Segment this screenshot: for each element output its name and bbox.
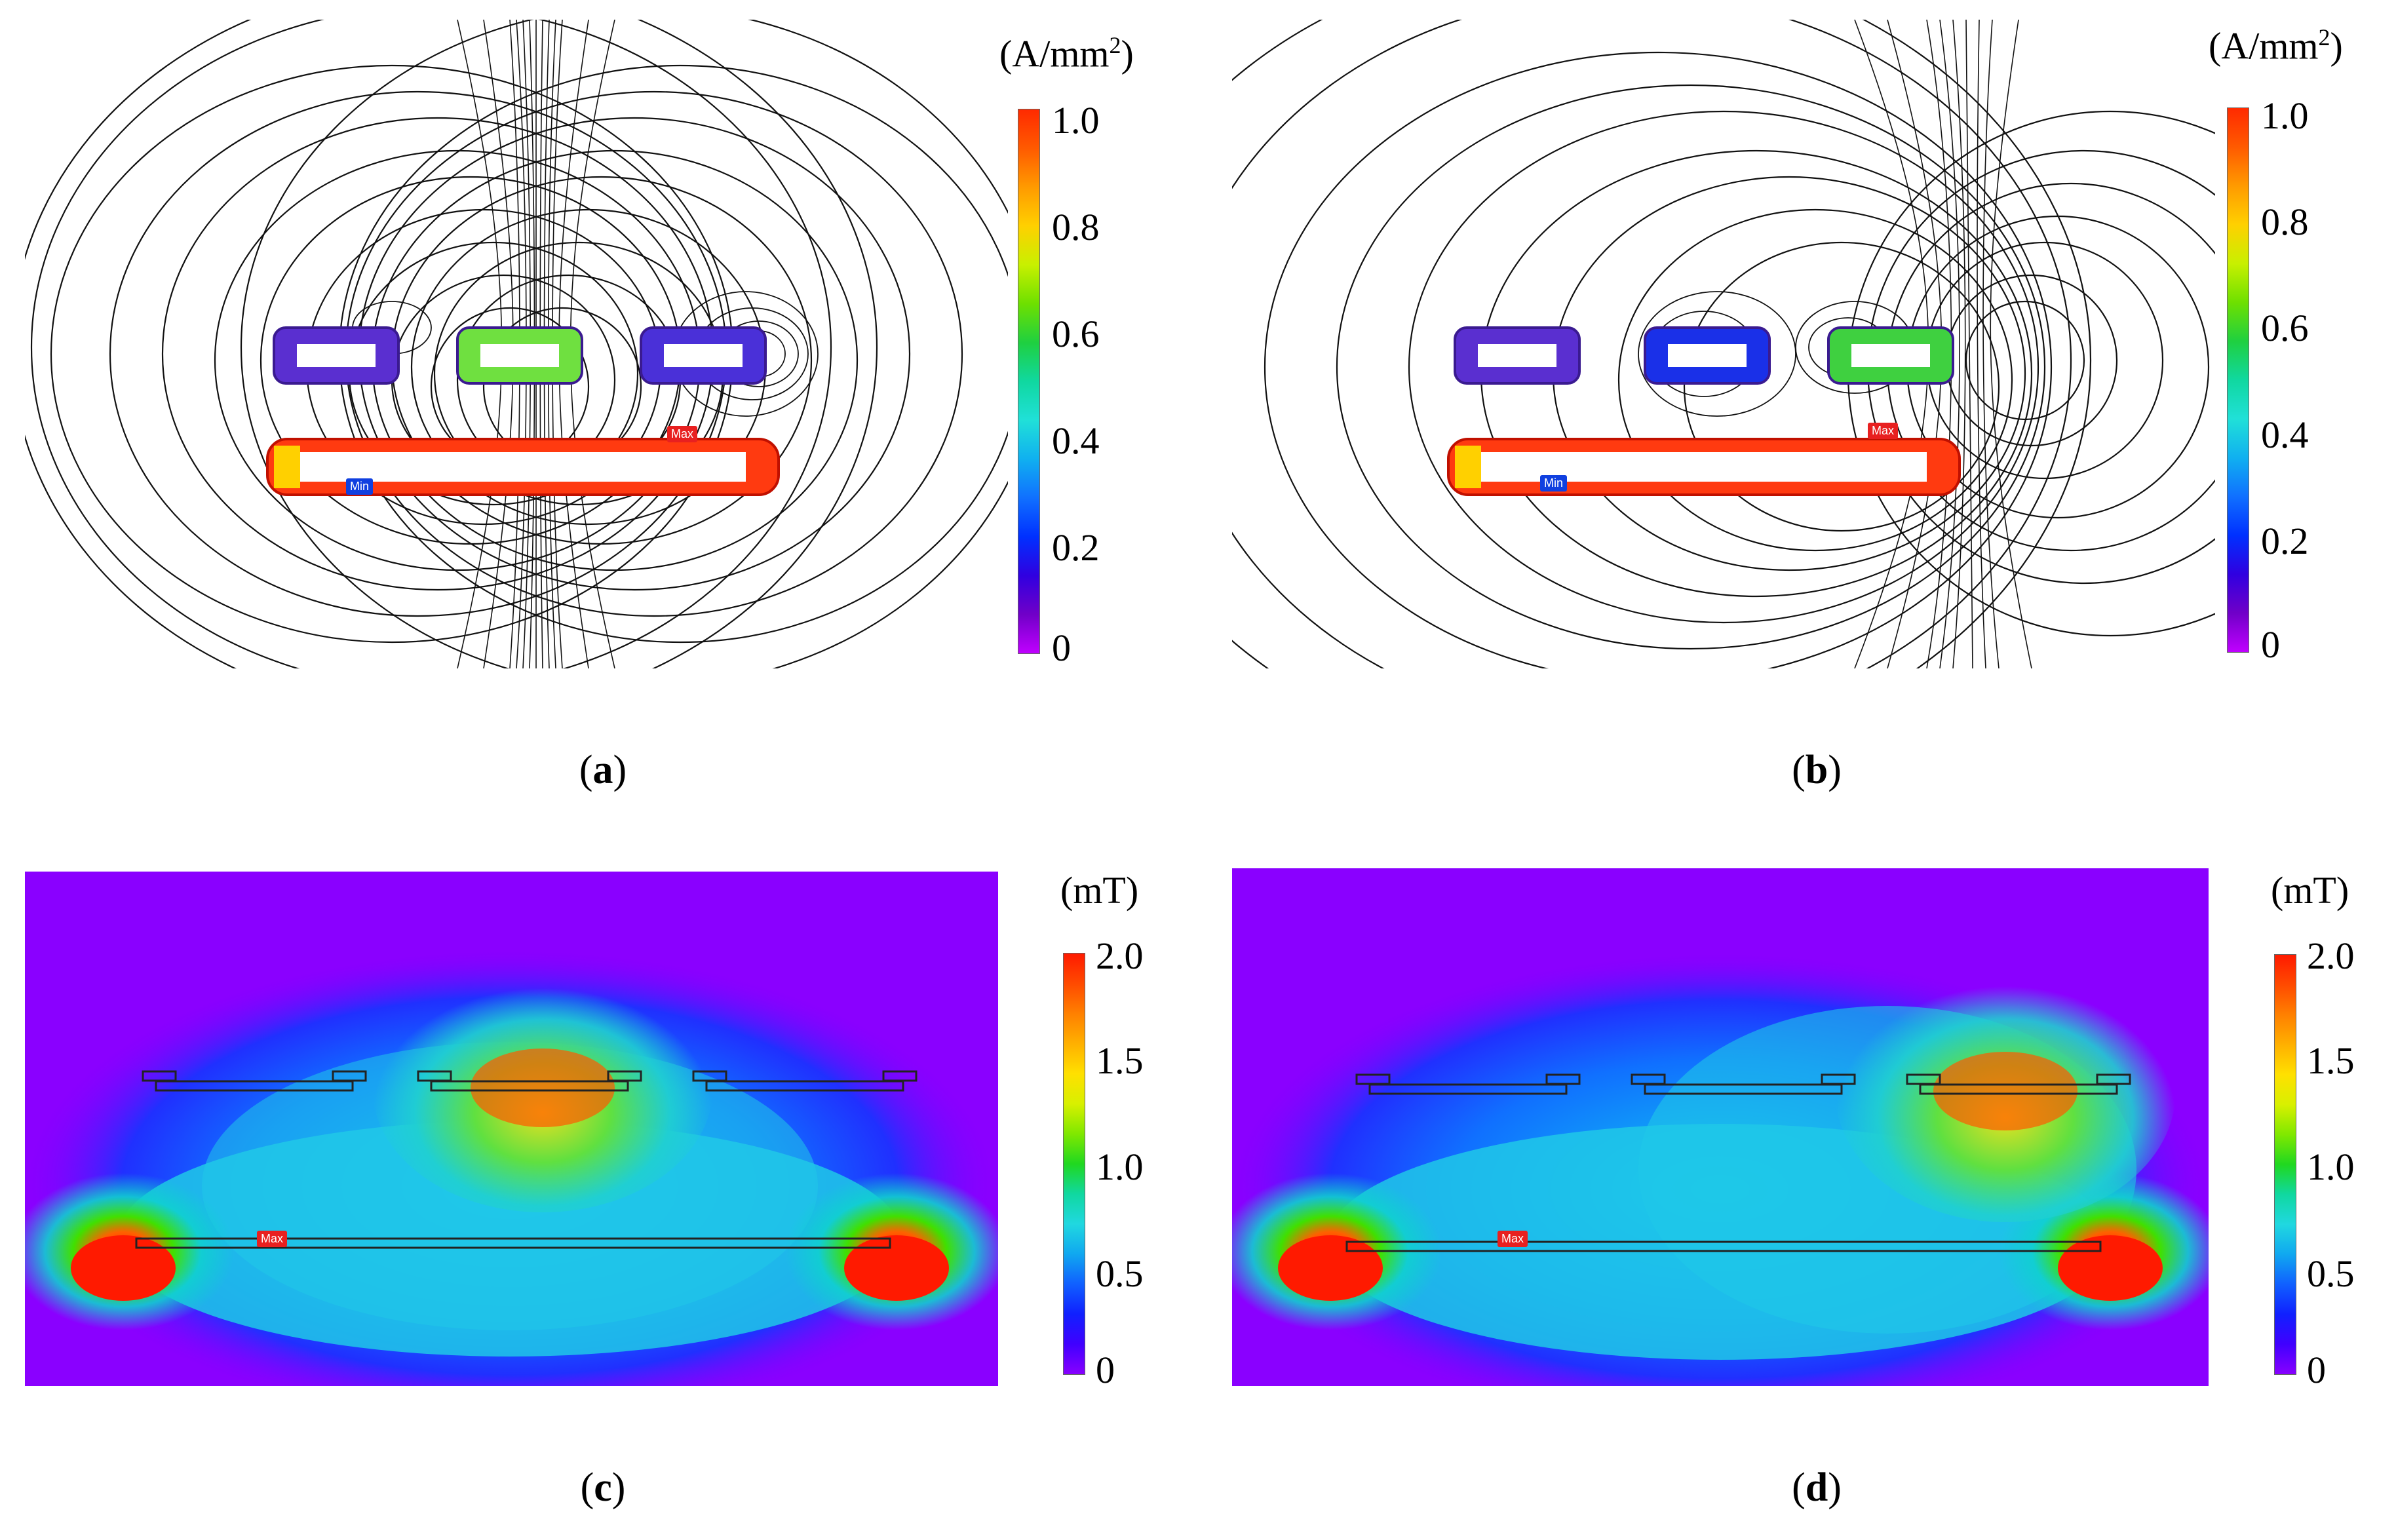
tick-a-1: 0.8 bbox=[1052, 206, 1100, 248]
colorbar-b bbox=[2227, 107, 2249, 653]
panel-c-field-map bbox=[25, 872, 998, 1386]
min-tag-a: Min bbox=[346, 478, 374, 495]
coil-outlines bbox=[135, 1070, 918, 1249]
tick-b-5: 0 bbox=[2261, 623, 2280, 666]
caption-c: (c) bbox=[580, 1465, 626, 1510]
panel-a-field-plot bbox=[25, 20, 1008, 668]
unit-label-a: (A/mm2) bbox=[999, 32, 1134, 75]
tick-c-4: 0 bbox=[1096, 1349, 1115, 1391]
tick-c-3: 0.5 bbox=[1096, 1252, 1144, 1295]
tick-a-3: 0.4 bbox=[1052, 419, 1100, 462]
tick-d-3: 0.5 bbox=[2307, 1252, 2355, 1295]
panel-b-field-plot bbox=[1232, 20, 2215, 668]
unit-label-d: (mT) bbox=[2271, 869, 2349, 912]
tick-c-2: 1.0 bbox=[1096, 1145, 1144, 1188]
panel-d-field-map bbox=[1232, 868, 2209, 1386]
max-tag-c: Max bbox=[257, 1231, 288, 1247]
tick-d-1: 1.5 bbox=[2307, 1039, 2355, 1082]
coil-outlines bbox=[1345, 1073, 2131, 1252]
tick-a-4: 0.2 bbox=[1052, 526, 1100, 569]
caption-d: (d) bbox=[1792, 1465, 1842, 1510]
caption-b: (b) bbox=[1792, 748, 1842, 792]
tick-a-5: 0 bbox=[1052, 626, 1071, 669]
secondary-coils bbox=[273, 326, 767, 385]
tick-b-0: 1.0 bbox=[2261, 94, 2309, 137]
tick-d-0: 2.0 bbox=[2307, 934, 2355, 977]
colorbar-d bbox=[2274, 954, 2296, 1375]
tick-d-2: 1.0 bbox=[2307, 1145, 2355, 1188]
tick-a-0: 1.0 bbox=[1052, 99, 1100, 142]
secondary-coils bbox=[1454, 326, 1954, 385]
tick-c-0: 2.0 bbox=[1096, 934, 1144, 977]
min-tag-b: Min bbox=[1540, 475, 1568, 491]
unit-label-c: (mT) bbox=[1060, 869, 1139, 912]
max-tag-b: Max bbox=[1868, 423, 1899, 439]
tick-d-4: 0 bbox=[2307, 1349, 2326, 1391]
primary-coil bbox=[266, 438, 780, 496]
colorbar-c bbox=[1063, 953, 1085, 1375]
tick-b-3: 0.4 bbox=[2261, 414, 2309, 456]
tick-b-4: 0.2 bbox=[2261, 520, 2309, 562]
tick-a-2: 0.6 bbox=[1052, 313, 1100, 355]
tick-b-2: 0.6 bbox=[2261, 307, 2309, 349]
colorbar-a bbox=[1018, 109, 1040, 654]
tick-b-1: 0.8 bbox=[2261, 201, 2309, 243]
primary-coil bbox=[1447, 438, 1961, 496]
tick-c-1: 1.5 bbox=[1096, 1039, 1144, 1082]
max-tag-a: Max bbox=[667, 426, 698, 442]
caption-a: (a) bbox=[579, 748, 627, 792]
max-tag-d: Max bbox=[1498, 1231, 1528, 1247]
unit-label-b: (A/mm2) bbox=[2209, 24, 2343, 67]
